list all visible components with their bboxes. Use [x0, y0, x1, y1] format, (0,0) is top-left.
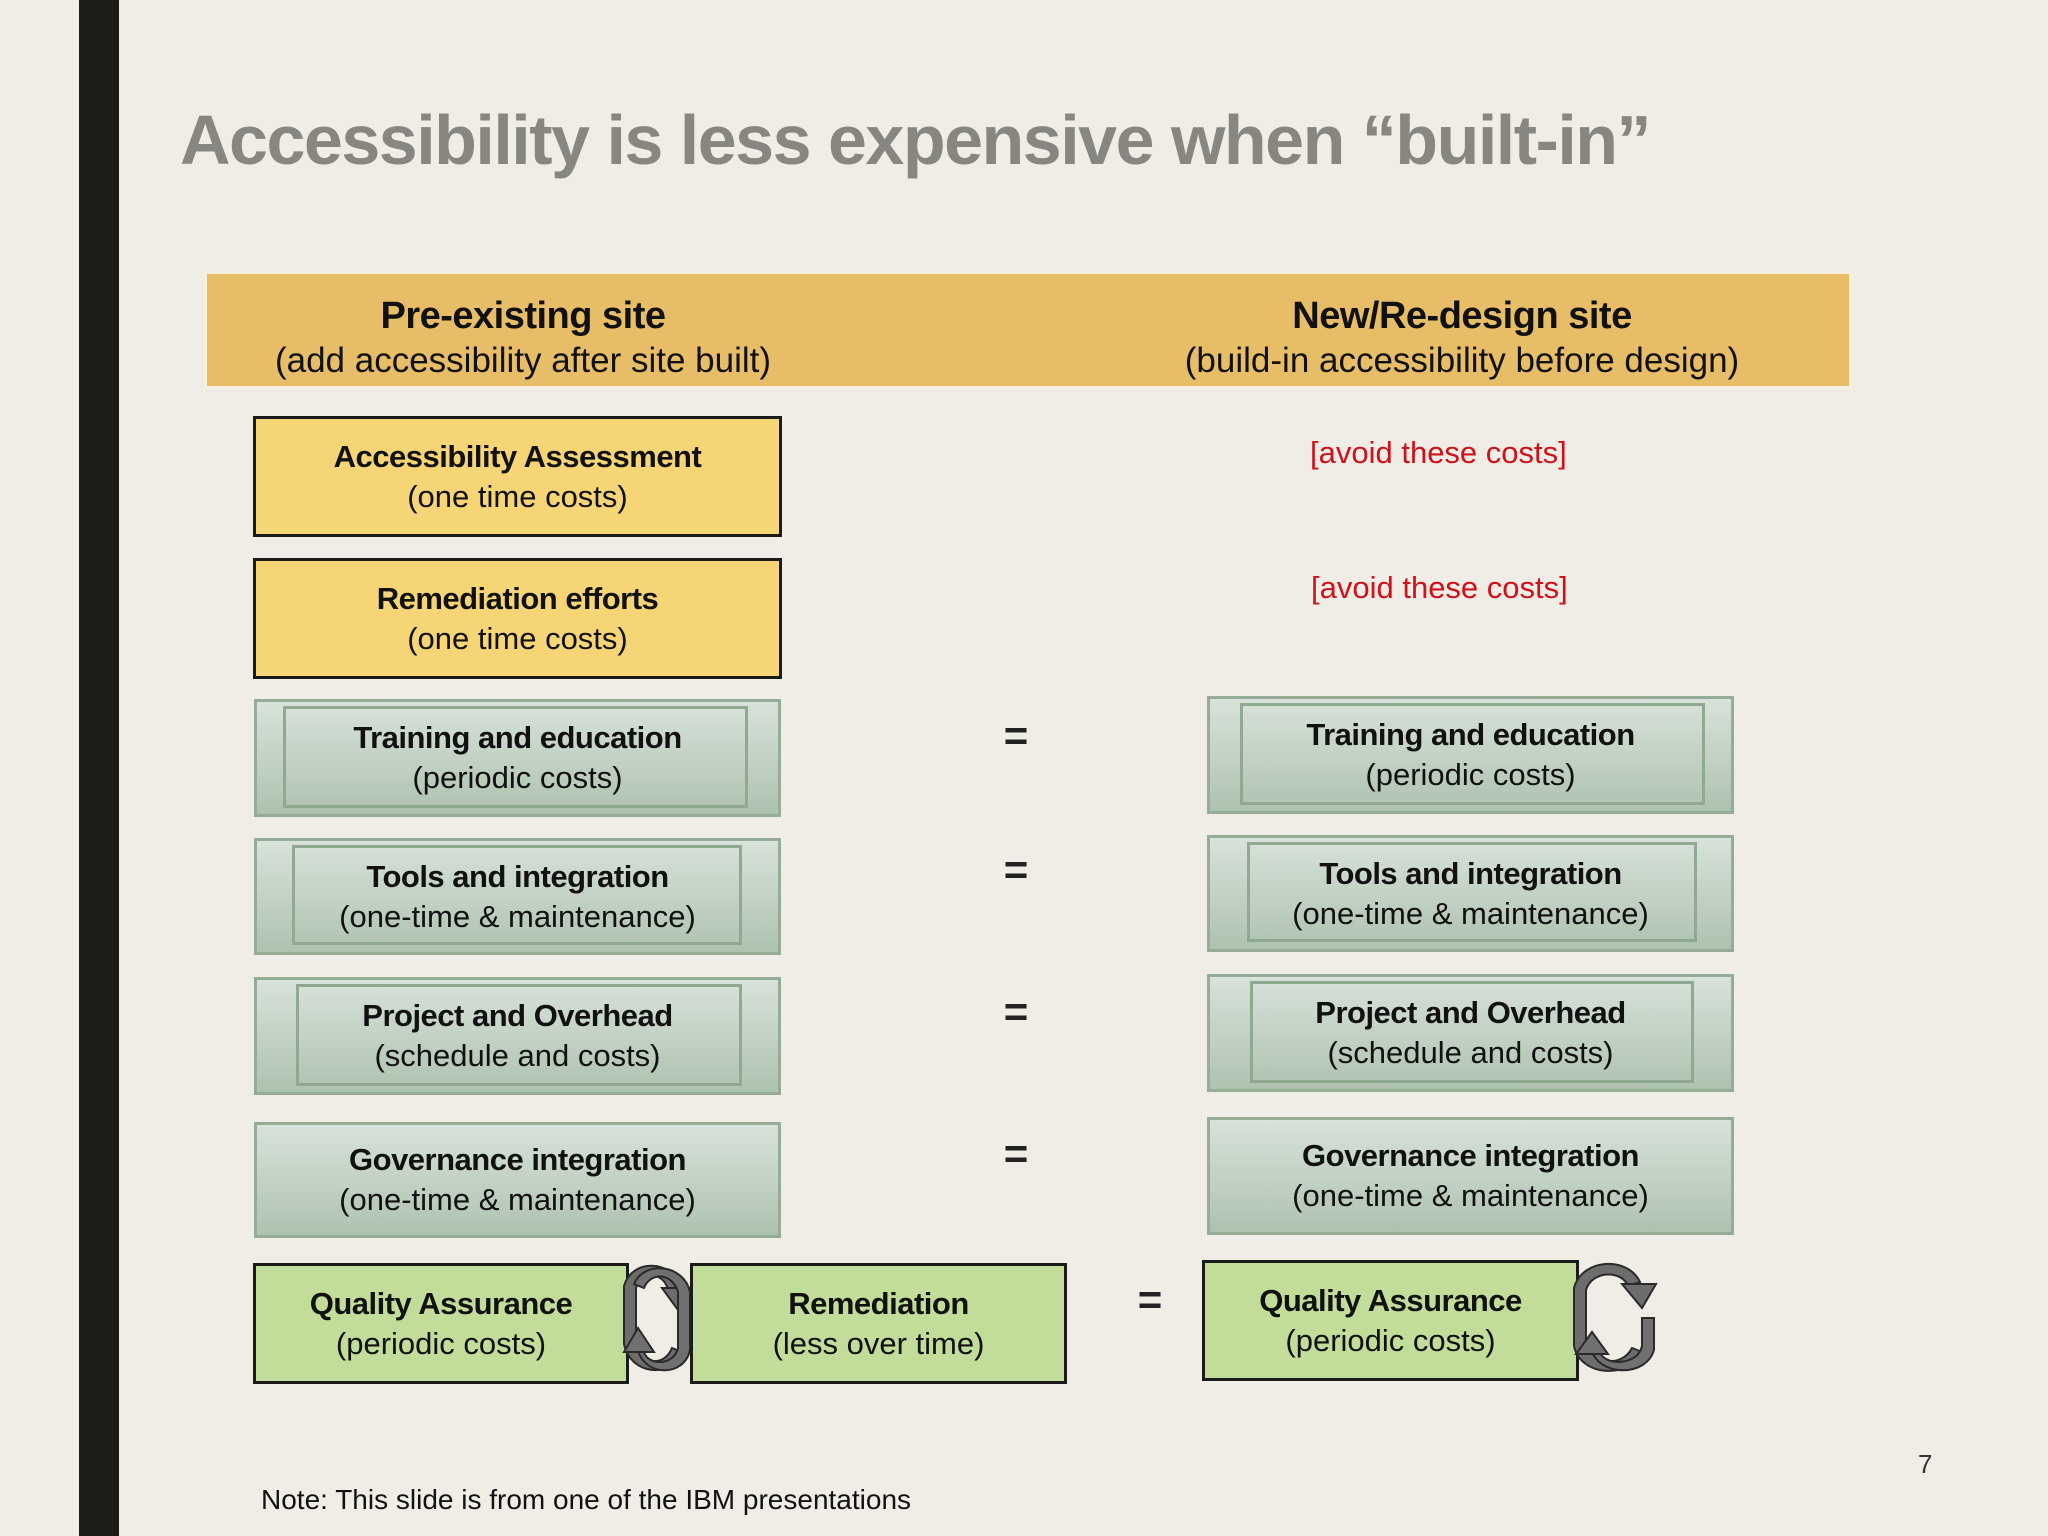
governance-title-left: Governance integration [349, 1142, 686, 1177]
qa-title-right: Quality Assurance [1259, 1282, 1522, 1318]
tools-box-left: Tools and integration (one-time & mainte… [254, 838, 781, 955]
header-right-subtitle: (build-in accessibility before design) [1184, 341, 1740, 380]
qa-box-right: Quality Assurance (periodic costs) [1202, 1260, 1579, 1381]
equals-sign-training: = [1003, 712, 1029, 759]
governance-title-right: Governance integration [1302, 1138, 1639, 1173]
header-right-title: New/Re-design site [1292, 295, 1632, 337]
training-box-right: Training and education (periodic costs) [1207, 696, 1734, 814]
tools-inner-frame-left [292, 845, 742, 945]
assessment-subtitle: (one time costs) [407, 478, 628, 514]
page-number: 7 [1918, 1449, 1933, 1479]
project-subtitle-right: (schedule and costs) [1327, 1035, 1614, 1070]
training-box-left: Training and education (periodic costs) [254, 699, 781, 817]
tools-title-left: Tools and integration [366, 858, 669, 894]
tools-subtitle-left: (one-time & maintenance) [339, 898, 696, 934]
avoid-costs-label-1: [avoid these costs] [1310, 435, 1567, 470]
header-left-subtitle: (add accessibility after site built) [274, 341, 772, 380]
training-inner-frame-left [283, 706, 748, 808]
qa-subtitle-right: (periodic costs) [1285, 1322, 1496, 1358]
governance-box-right: Governance integration (one-time & maint… [1207, 1117, 1734, 1235]
remediation-efforts-box: Remediation efforts (one time costs) [253, 558, 782, 679]
tools-title-right: Tools and integration [1319, 855, 1622, 891]
header-left-title: Pre-existing site [380, 295, 666, 337]
tools-subtitle-right: (one-time & maintenance) [1292, 895, 1649, 931]
project-inner-frame-right [1250, 981, 1694, 1083]
equals-sign-tools: = [1003, 846, 1029, 893]
equals-sign-project: = [1003, 988, 1029, 1035]
cycle-arrows-icon [622, 1264, 694, 1372]
tools-inner-frame-right [1247, 842, 1697, 942]
qa-box-left: Quality Assurance (periodic costs) [253, 1263, 629, 1384]
header-right: New/Re-design site (build-in accessibili… [1127, 294, 1797, 383]
remediation-efforts-title: Remediation efforts [376, 580, 659, 616]
cycle-arrows-icon-right [1573, 1262, 1658, 1372]
training-inner-frame-right [1240, 703, 1705, 805]
training-title-right: Training and education [1306, 717, 1635, 752]
header-left: Pre-existing site (add accessibility aft… [207, 294, 839, 383]
sidebar-accent-bar [79, 0, 119, 1536]
project-box-left: Project and Overhead (schedule and costs… [254, 977, 781, 1095]
avoid-costs-label-2: [avoid these costs] [1311, 570, 1568, 605]
governance-box-left: Governance integration (one-time & maint… [254, 1122, 781, 1238]
remediation-title: Remediation [788, 1285, 969, 1321]
footnote: Note: This slide is from one of the IBM … [261, 1484, 912, 1515]
slide-title: Accessibility is less expensive when “bu… [180, 101, 1652, 179]
qa-subtitle-left: (periodic costs) [335, 1325, 547, 1361]
remediation-efforts-subtitle: (one time costs) [407, 620, 628, 656]
training-subtitle-right: (periodic costs) [1365, 757, 1576, 792]
training-subtitle-left: (periodic costs) [412, 760, 623, 795]
assessment-box: Accessibility Assessment (one time costs… [253, 416, 782, 537]
project-box-right: Project and Overhead (schedule and costs… [1207, 974, 1734, 1092]
governance-subtitle-left: (one-time & maintenance) [339, 1182, 696, 1217]
tools-box-right: Tools and integration (one-time & mainte… [1207, 835, 1734, 952]
remediation-subtitle: (less over time) [772, 1325, 985, 1361]
equals-sign-qa: = [1137, 1276, 1163, 1323]
project-inner-frame-left [296, 984, 742, 1086]
project-title-left: Project and Overhead [362, 998, 673, 1033]
remediation-box: Remediation (less over time) [690, 1263, 1067, 1384]
header-band: Pre-existing site (add accessibility aft… [204, 271, 1852, 389]
training-title-left: Training and education [353, 720, 682, 755]
project-subtitle-left: (schedule and costs) [374, 1038, 661, 1073]
governance-subtitle-right: (one-time & maintenance) [1292, 1178, 1649, 1213]
assessment-title: Accessibility Assessment [333, 438, 702, 474]
project-title-right: Project and Overhead [1315, 995, 1626, 1030]
qa-title-left: Quality Assurance [309, 1285, 573, 1321]
equals-sign-governance: = [1003, 1130, 1029, 1177]
